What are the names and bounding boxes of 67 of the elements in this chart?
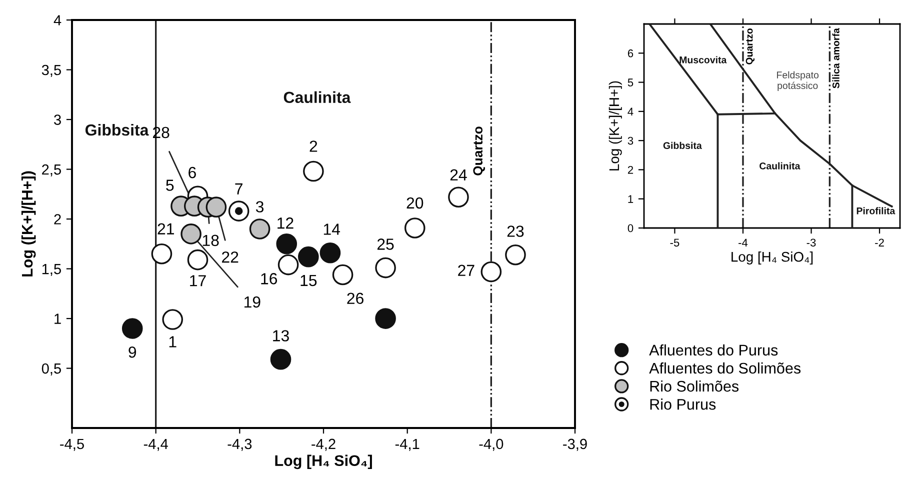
x-axis-title: Log [H₄ SiO₄] [275, 454, 372, 470]
y-tick-label: 2,5 [42, 164, 61, 176]
y-tick-label: 1 [628, 195, 634, 203]
annotation: 18 [202, 234, 219, 246]
y-tick-label: 3,5 [42, 64, 61, 77]
annotation: 27 [458, 264, 474, 276]
annotation: 14 [324, 224, 340, 235]
annotation: 5 [166, 180, 174, 191]
annotation: Muscovita [680, 56, 727, 64]
annotation: Caulinita [760, 162, 800, 170]
annotation: Gibbsita [85, 124, 149, 136]
y-tick-label: 3 [628, 136, 634, 145]
annotation: 1 [169, 336, 176, 348]
y-tick-label: 0,5 [42, 363, 61, 376]
annotation: Caulinita [284, 91, 351, 104]
annotation: 12 [278, 217, 294, 229]
annotation: 16 [261, 273, 278, 284]
annotation: 9 [128, 346, 136, 358]
annotation: 21 [158, 223, 174, 234]
x-axis-title: Log [H₄ SiO₄] [732, 252, 813, 264]
ref-line-label: Quartzo [746, 28, 755, 64]
x-tick-label: -5 [670, 238, 680, 247]
y-tick-label: 0 [628, 224, 634, 232]
y-tick-label: 3 [54, 114, 61, 125]
legend-label: Rio Solimões [650, 380, 739, 392]
ref-line-label: Silica amorfa [832, 28, 840, 88]
x-tick-label: -4 [738, 238, 748, 246]
annotation: 2 [310, 140, 318, 152]
y-tick-label: 2 [54, 214, 61, 224]
annotation: 15 [300, 274, 317, 286]
annotation: 7 [235, 183, 242, 194]
legend-label: Afluentes do Solimões [649, 362, 801, 374]
x-tick-label: -4,0 [479, 438, 504, 451]
annotation: Gibbsita [663, 142, 702, 150]
x-tick-label: -4,3 [228, 438, 252, 451]
annotation: 3 [256, 201, 264, 212]
annotation: Pirofilita [856, 207, 896, 214]
x-tick-label: -2 [875, 238, 884, 246]
annotation: 6 [188, 166, 196, 178]
annotation: 19 [244, 296, 260, 308]
annotation: 20 [406, 197, 424, 209]
annotation: 13 [273, 330, 289, 342]
y-tick-label: 1,5 [42, 264, 61, 276]
x-tick-label: -4,5 [60, 438, 84, 451]
annotation: 22 [222, 251, 238, 263]
x-tick-label: -4,1 [395, 438, 420, 451]
y-tick-label: 4 [628, 108, 634, 116]
y-tick-label: 1 [54, 314, 61, 324]
y-tick-label: 4 [54, 15, 62, 26]
x-tick-label: -4,2 [312, 438, 336, 451]
legend-label: Afluentes do Purus [649, 344, 778, 356]
y-axis-title: Log ([K+]/[H+]) [21, 171, 36, 276]
y-tick-label: 5 [628, 78, 634, 86]
y-tick-label: 6 [628, 49, 634, 58]
y-tick-label: 2 [628, 166, 634, 174]
annotation: 26 [347, 292, 364, 304]
y-axis-title: Log ([K+]/[H+]) [608, 81, 622, 170]
annotation: 24 [450, 169, 467, 180]
annotation: 25 [377, 238, 394, 250]
annotation: 17 [190, 275, 206, 286]
annotation: 23 [507, 226, 524, 237]
x-tick-label: -3 [806, 238, 816, 247]
x-tick-label: -4,4 [144, 438, 168, 451]
legend-label: Rio Purus [650, 398, 716, 410]
ref-line-label: Quartzo [473, 126, 485, 176]
annotation: Feldspato potássico [777, 71, 819, 91]
x-tick-label: -3,9 [563, 438, 587, 451]
